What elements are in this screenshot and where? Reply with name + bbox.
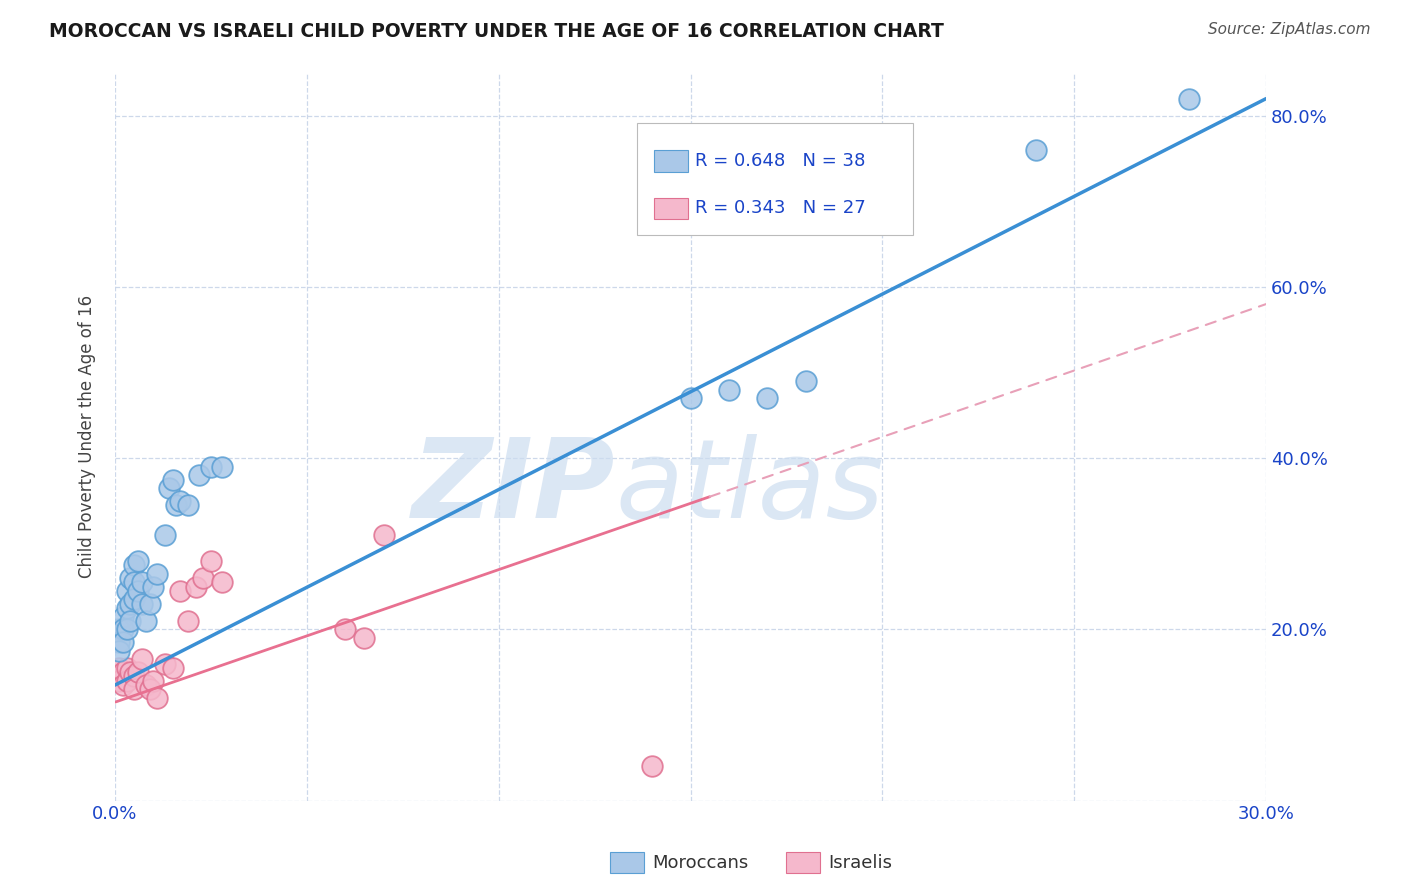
Point: [120, 614, 142, 628]
Y-axis label: Child Poverty Under the Age of 16: Child Poverty Under the Age of 16: [79, 295, 96, 578]
Text: ZIP: ZIP: [412, 434, 616, 541]
Point: [146, 690, 169, 705]
Point: [794, 374, 817, 388]
Point: [177, 614, 200, 628]
Point: [111, 623, 134, 637]
Point: [131, 597, 153, 611]
Point: [108, 661, 131, 675]
Point: [153, 657, 176, 671]
Point: [184, 580, 207, 594]
Point: [200, 554, 222, 568]
Text: atlas: atlas: [616, 434, 884, 541]
Point: [169, 583, 191, 598]
Point: [135, 678, 157, 692]
Text: R = 0.343   N = 27: R = 0.343 N = 27: [695, 200, 866, 218]
Point: [153, 528, 176, 542]
Point: [111, 665, 134, 680]
Point: [108, 644, 131, 658]
Point: [131, 652, 153, 666]
Point: [120, 571, 142, 585]
Point: [138, 597, 160, 611]
Point: [211, 459, 233, 474]
Point: [127, 583, 149, 598]
Point: [211, 575, 233, 590]
Point: [127, 665, 149, 680]
Point: [142, 673, 165, 688]
Point: [756, 391, 779, 405]
Point: [717, 383, 740, 397]
Point: [111, 609, 134, 624]
Point: [135, 614, 157, 628]
Point: [108, 635, 131, 649]
Point: [146, 566, 169, 581]
Point: [108, 673, 131, 688]
Point: [131, 575, 153, 590]
Point: [157, 481, 180, 495]
Point: [641, 759, 664, 773]
Point: [138, 682, 160, 697]
Text: R = 0.648   N = 38: R = 0.648 N = 38: [695, 153, 865, 170]
Point: [200, 459, 222, 474]
Point: [162, 473, 184, 487]
Point: [122, 682, 145, 697]
Point: [1178, 92, 1201, 106]
Point: [335, 623, 357, 637]
Point: [162, 661, 184, 675]
Text: Israelis: Israelis: [828, 854, 893, 871]
Point: [142, 580, 165, 594]
Point: [353, 631, 375, 645]
Point: [115, 673, 138, 688]
Text: Source: ZipAtlas.com: Source: ZipAtlas.com: [1208, 22, 1371, 37]
Point: [111, 635, 134, 649]
Point: [122, 558, 145, 573]
Point: [165, 498, 187, 512]
Point: [1025, 143, 1047, 157]
Point: [115, 623, 138, 637]
Point: [127, 554, 149, 568]
Text: Moroccans: Moroccans: [652, 854, 748, 871]
Point: [120, 665, 142, 680]
Point: [177, 498, 200, 512]
Point: [122, 669, 145, 683]
Point: [373, 528, 395, 542]
Point: [120, 597, 142, 611]
Point: [115, 601, 138, 615]
Point: [115, 661, 138, 675]
Point: [108, 623, 131, 637]
Point: [122, 592, 145, 607]
Point: [188, 468, 211, 483]
Point: [115, 583, 138, 598]
Point: [679, 391, 702, 405]
Text: MOROCCAN VS ISRAELI CHILD POVERTY UNDER THE AGE OF 16 CORRELATION CHART: MOROCCAN VS ISRAELI CHILD POVERTY UNDER …: [49, 22, 943, 41]
Point: [111, 678, 134, 692]
Point: [122, 575, 145, 590]
Point: [193, 571, 215, 585]
Point: [169, 494, 191, 508]
